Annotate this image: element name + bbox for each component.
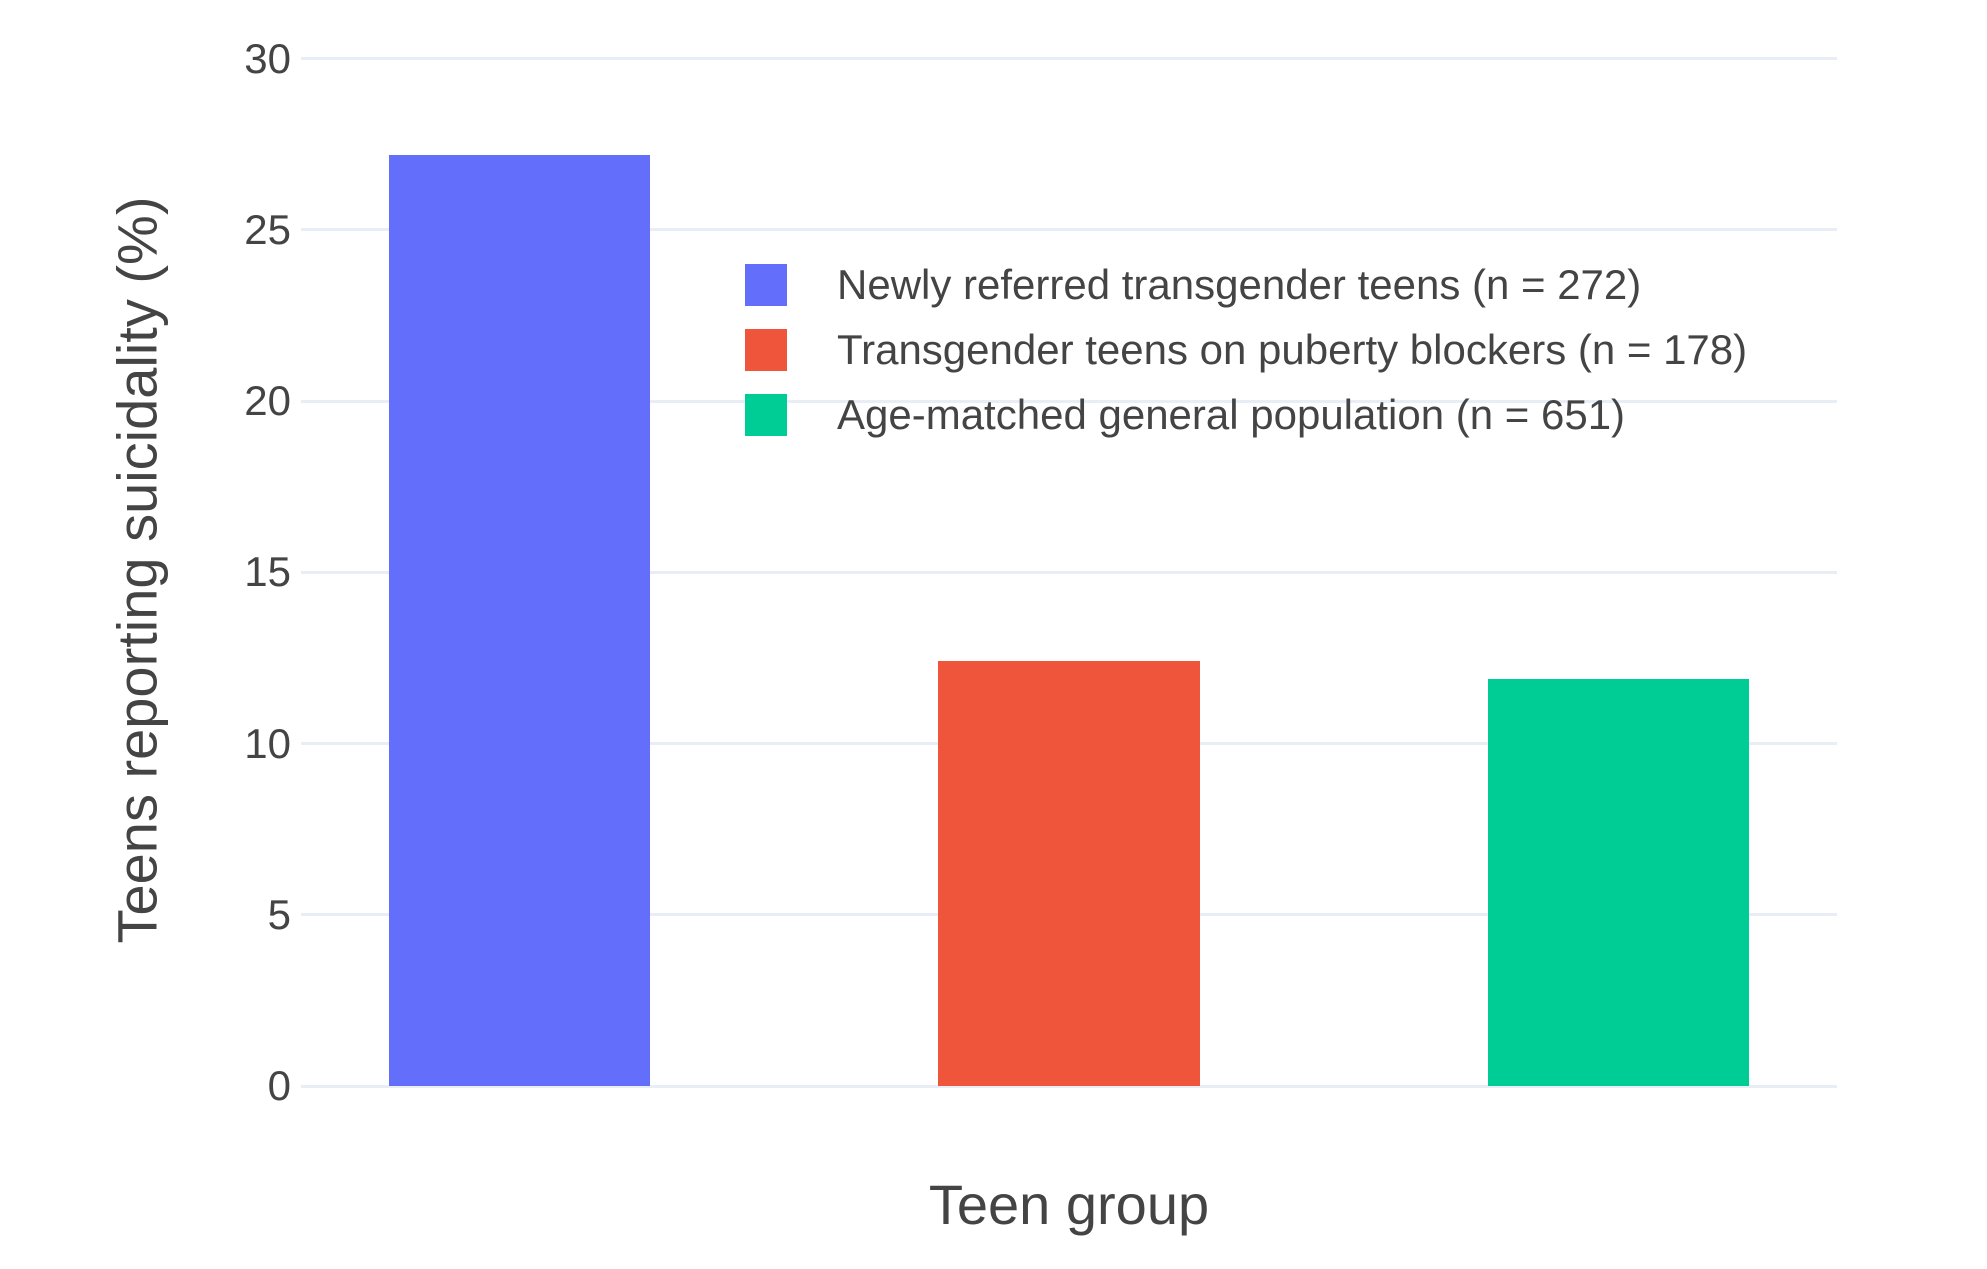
legend-item[interactable]: Newly referred transgender teens (n = 27… [745,252,1747,317]
gridline [301,570,1837,574]
y-tick-label: 25 [244,205,291,253]
y-tick-label: 10 [244,719,291,767]
bar[interactable] [938,661,1200,1086]
x-axis-title: Teen group [928,1173,1210,1236]
gridline [301,57,1837,61]
gridline [301,399,1837,403]
legend-item[interactable]: Age-matched general population (n = 651) [745,382,1747,447]
bar[interactable] [1488,678,1750,1086]
legend-swatch-icon [745,393,787,436]
legend-item-label: Newly referred transgender teens (n = 27… [837,260,1642,308]
y-tick-label: 5 [267,890,291,938]
legend-item-label: Transgender teens on puberty blockers (n… [837,325,1748,373]
gridline [301,228,1837,232]
bar[interactable] [388,154,650,1086]
legend: Newly referred transgender teens (n = 27… [745,252,1747,447]
y-tick-label: 0 [267,1062,291,1109]
legend-swatch-icon [745,263,787,306]
plot-area [301,45,1837,1088]
gridline [301,1084,1837,1088]
y-tick-label: 20 [244,377,291,425]
legend-item[interactable]: Transgender teens on puberty blockers (n… [745,317,1747,382]
y-tick-label: 30 [244,34,291,82]
y-axis-title: Teens reporting suicidality (%) [105,196,169,944]
y-tick-label: 15 [244,548,291,596]
legend-swatch-icon [745,328,787,371]
legend-item-label: Age-matched general population (n = 651) [837,390,1626,438]
